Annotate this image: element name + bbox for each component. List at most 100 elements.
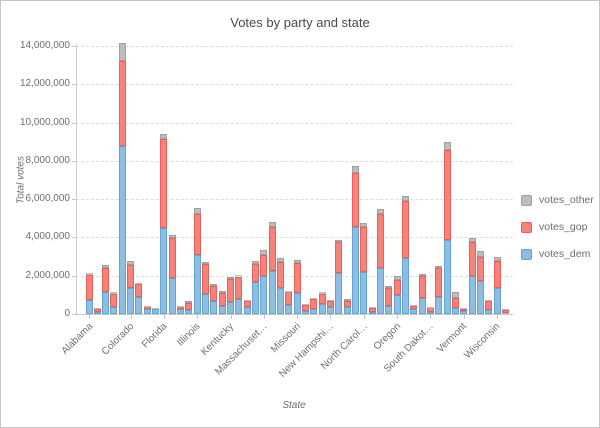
bar-district-of-columbia[interactable]	[152, 308, 160, 314]
bar-virginia[interactable]	[468, 237, 476, 314]
gridline	[76, 237, 513, 239]
bar-north-carolina[interactable]	[360, 223, 368, 314]
bar-segment-votes_dem	[368, 311, 376, 314]
bar-california[interactable]	[118, 42, 126, 314]
legend-item-votes_other[interactable]: votes_other	[521, 194, 594, 206]
bar-arizona[interactable]	[102, 264, 110, 314]
bar-florida[interactable]	[160, 133, 168, 314]
bar-indiana[interactable]	[202, 261, 210, 314]
bar-west-virginia[interactable]	[485, 300, 493, 314]
bar-alabama[interactable]	[85, 273, 93, 314]
bar-vermont[interactable]	[460, 307, 468, 314]
bar-segment-votes_gop	[326, 300, 334, 308]
x-axis-tick-label-oregon: Oregon	[371, 321, 403, 353]
bar-south-dakota[interactable]	[426, 306, 434, 314]
bar-segment-votes_other	[410, 305, 418, 306]
gridline	[76, 46, 513, 47]
bar-segment-votes_gop	[218, 292, 226, 306]
bar-segment-votes_dem	[135, 296, 143, 314]
bar-ohio[interactable]	[376, 208, 384, 314]
bar-nebraska[interactable]	[310, 297, 318, 314]
bar-louisiana[interactable]	[235, 275, 243, 314]
y-axis-tick	[72, 199, 76, 201]
bar-segment-votes_dem	[476, 280, 484, 314]
y-axis-tick-label: 12,000,000	[19, 78, 70, 90]
legend-item-votes_dem[interactable]: votes_dem	[521, 248, 594, 260]
bar-oklahoma[interactable]	[385, 285, 393, 314]
bar-segment-votes_other	[268, 222, 276, 227]
bar-segment-votes_dem	[260, 275, 268, 314]
bar-georgia[interactable]	[168, 235, 176, 314]
y-axis-line	[76, 44, 77, 314]
bar-segment-votes_gop	[376, 213, 384, 269]
bar-arkansas[interactable]	[110, 292, 118, 314]
bar-new-york[interactable]	[351, 166, 359, 314]
bar-mississippi[interactable]	[285, 290, 293, 314]
bar-segment-votes_dem	[152, 308, 160, 314]
bar-segment-votes_gop	[451, 298, 459, 309]
bar-oregon[interactable]	[393, 275, 401, 314]
bar-maine[interactable]	[243, 299, 251, 314]
bar-minnesota[interactable]	[277, 257, 284, 314]
y-axis-tick-label: 10,000,000	[19, 116, 70, 128]
bar-tennessee[interactable]	[435, 265, 443, 314]
bar-delaware[interactable]	[143, 305, 151, 314]
bar-segment-votes_gop	[135, 283, 143, 297]
x-axis-tick	[430, 315, 432, 319]
bar-idaho[interactable]	[185, 300, 193, 314]
bar-illinois[interactable]	[193, 208, 201, 314]
y-axis-tick-label: 0	[64, 308, 70, 319]
bar-utah[interactable]	[451, 292, 459, 314]
legend-label-votes_other: votes_other	[539, 194, 594, 206]
bar-new-hampshire[interactable]	[326, 299, 334, 314]
bar-montana[interactable]	[301, 304, 309, 314]
legend-swatch-votes_gop	[521, 221, 532, 233]
bar-nevada[interactable]	[318, 292, 326, 314]
bar-segment-votes_gop	[368, 308, 376, 313]
gridline	[76, 160, 513, 162]
bar-segment-votes_other	[102, 264, 110, 268]
bar-michigan[interactable]	[268, 222, 276, 314]
bar-wisconsin[interactable]	[493, 257, 501, 314]
bar-colorado[interactable]	[127, 260, 135, 314]
bar-north-dakota[interactable]	[368, 307, 376, 314]
bar-alaska[interactable]	[93, 307, 101, 314]
bar-texas[interactable]	[443, 142, 451, 314]
bar-new-mexico[interactable]	[343, 298, 351, 314]
legend-item-votes_gop[interactable]: votes_gop	[521, 221, 594, 233]
bar-hawaii[interactable]	[177, 305, 185, 314]
y-axis-tick	[72, 46, 76, 47]
bar-maryland[interactable]	[252, 260, 260, 314]
bar-south-carolina[interactable]	[418, 273, 426, 314]
bar-segment-votes_dem	[160, 227, 168, 314]
bar-segment-votes_gop	[393, 279, 401, 295]
bar-connecticut[interactable]	[135, 282, 143, 314]
bar-segment-votes_gop	[410, 305, 418, 310]
bar-iowa[interactable]	[210, 284, 218, 314]
bar-kansas[interactable]	[218, 290, 226, 314]
legend-label-votes_dem: votes_dem	[539, 248, 591, 260]
y-axis-tick-label: 2,000,000	[25, 269, 71, 281]
bar-segment-votes_other	[360, 223, 368, 227]
bar-segment-votes_other	[193, 208, 201, 214]
bar-kentucky[interactable]	[227, 276, 235, 314]
bar-segment-votes_gop	[268, 226, 276, 271]
bar-new-jersey[interactable]	[335, 239, 343, 314]
bar-massachusetts[interactable]	[260, 250, 268, 314]
bar-missouri[interactable]	[293, 260, 301, 314]
bar-segment-votes_other	[326, 299, 334, 301]
bar-segment-votes_gop	[293, 262, 301, 294]
legend-swatch-votes_other	[521, 194, 532, 206]
bar-wyoming[interactable]	[501, 309, 509, 314]
bar-rhode-island[interactable]	[410, 305, 418, 314]
bar-segment-votes_other	[160, 133, 168, 140]
bar-segment-votes_gop	[401, 201, 409, 258]
bar-pennsylvania[interactable]	[401, 195, 409, 314]
legend-swatch-votes_dem	[521, 248, 532, 260]
x-axis-tick-label-florida: Florida	[140, 321, 170, 351]
bar-washington[interactable]	[476, 250, 484, 314]
bar-segment-votes_gop	[193, 213, 201, 255]
bar-segment-votes_dem	[118, 146, 126, 314]
bar-segment-votes_gop	[127, 265, 135, 289]
